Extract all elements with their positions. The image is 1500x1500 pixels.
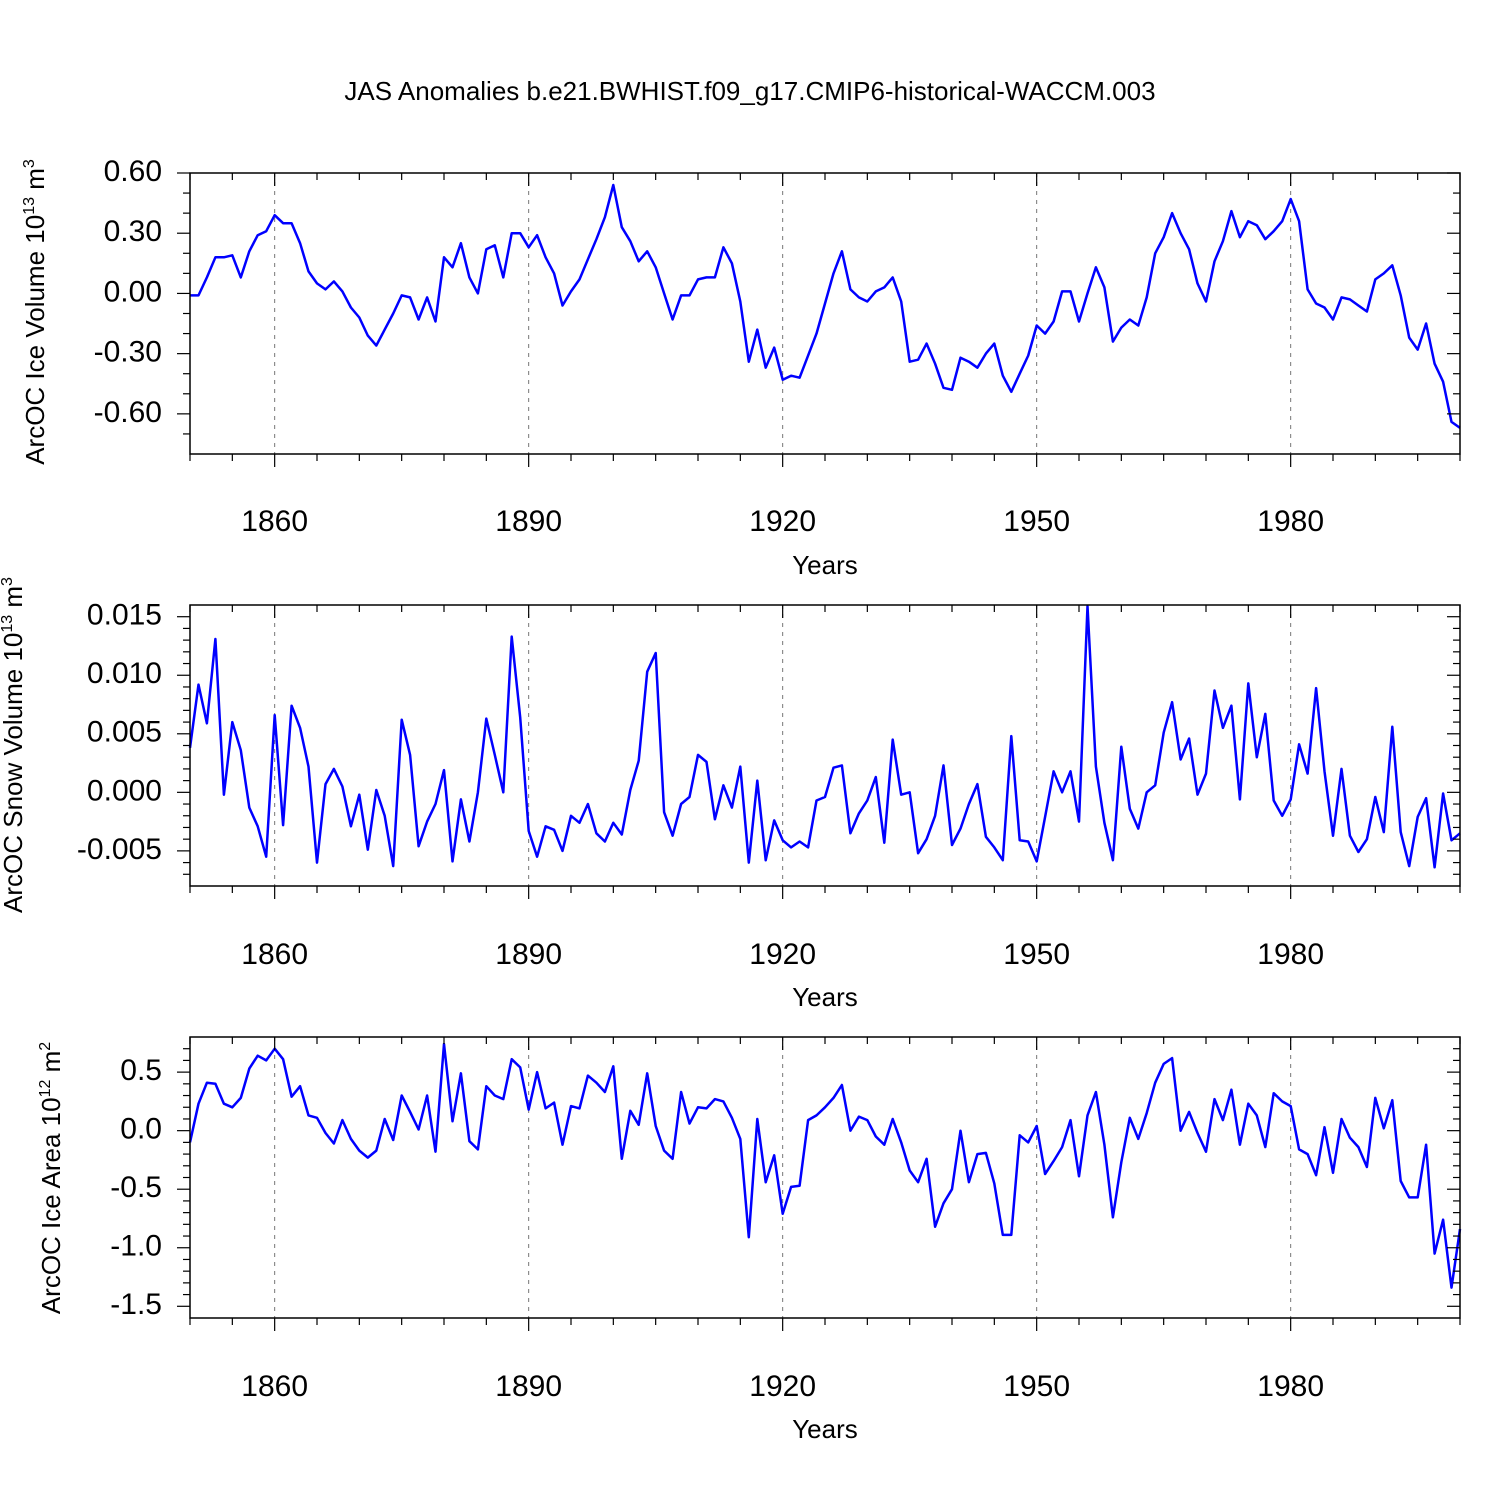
y-tick-label: -0.005	[77, 833, 162, 866]
x-tick-label: 1920	[749, 938, 816, 971]
y-axis-label: ArcOC Ice Area 1012 m2	[36, 1042, 66, 1314]
y-axis-label-unit: m	[0, 586, 28, 615]
y-tick-label: 0.015	[87, 599, 162, 632]
y-axis-label-exponent: 13	[21, 197, 38, 215]
figure-title: JAS Anomalies b.e21.BWHIST.f09_g17.CMIP6…	[344, 76, 1156, 106]
series-line	[188, 1042, 1462, 1289]
y-axis-label-unit: m	[36, 1051, 66, 1080]
x-tick-label: 1890	[495, 938, 562, 971]
x-tick-label: 1980	[1257, 1370, 1324, 1403]
chart-panel-1: 0.60 0.30 0.00 -0.30 -0.60 1860 1890 1920 1950 19…	[20, 155, 1461, 580]
y-tick-label: 0.0	[120, 1113, 162, 1146]
y-axis-label-unit-exponent: 2	[37, 1042, 54, 1051]
x-tick-label: 1950	[1003, 938, 1070, 971]
y-tick-label: -1.5	[110, 1288, 162, 1321]
x-tick-label: 1860	[241, 1370, 308, 1403]
x-tick-label: 1920	[749, 1370, 816, 1403]
y-axis-label-unit-exponent: 3	[0, 577, 16, 586]
y-axis-label-exponent: 13	[0, 615, 16, 633]
series-line	[188, 604, 1461, 869]
series-line	[190, 183, 1461, 429]
y-tick-label: 0.5	[120, 1054, 162, 1087]
y-axis-label-text: ArcOC Snow Volume 10	[0, 633, 28, 913]
plot-frame	[189, 1036, 1461, 1319]
y-tick-label: 0.00	[104, 275, 162, 308]
y-tick-label: -1.0	[110, 1230, 162, 1263]
y-tick-label: 0.60	[104, 155, 162, 188]
x-tick-label: 1980	[1257, 505, 1324, 538]
x-tick-label: 1890	[495, 1370, 562, 1403]
x-tick-label: 1860	[241, 938, 308, 971]
y-axis-label-unit: m	[20, 168, 50, 197]
chart-panel-2: 0.015 0.010 0.005 0.000 -0.005 1860 1890 1920 19…	[0, 577, 1461, 1012]
y-tick-label: -0.30	[94, 336, 162, 369]
y-tick-label: 0.010	[87, 657, 162, 690]
x-tick-label: 1890	[495, 505, 562, 538]
x-tick-label: 1950	[1003, 505, 1070, 538]
y-axis-label-text: ArcOC Ice Volume 10	[20, 215, 50, 465]
x-axis-label: Years	[792, 550, 858, 580]
y-axis-label-exponent: 12	[37, 1080, 54, 1098]
y-axis-label: ArcOC Ice Volume 1013 m3	[20, 159, 50, 465]
y-axis-label-text: ArcOC Ice Area 10	[36, 1097, 66, 1314]
y-tick-label: 0.30	[104, 215, 162, 248]
x-axis-label: Years	[792, 982, 858, 1012]
y-tick-label: 0.005	[87, 716, 162, 749]
y-tick-label: 0.000	[87, 774, 162, 807]
y-axis-label-unit-exponent: 3	[21, 159, 38, 168]
x-tick-label: 1860	[241, 505, 308, 538]
y-axis-label: ArcOC Snow Volume 1013 m3	[0, 577, 28, 913]
x-axis-label: Years	[792, 1414, 858, 1444]
x-tick-label: 1980	[1257, 938, 1324, 971]
y-tick-label: -0.60	[94, 396, 162, 429]
x-tick-label: 1920	[749, 505, 816, 538]
chart-panel-3: 0.5 0.0 -0.5 -1.0 -1.5 1860 1890 1920 1950 1980 Ye…	[36, 1036, 1462, 1444]
x-tick-label: 1950	[1003, 1370, 1070, 1403]
plot-frame	[189, 172, 1461, 455]
y-tick-label: -0.5	[110, 1171, 162, 1204]
